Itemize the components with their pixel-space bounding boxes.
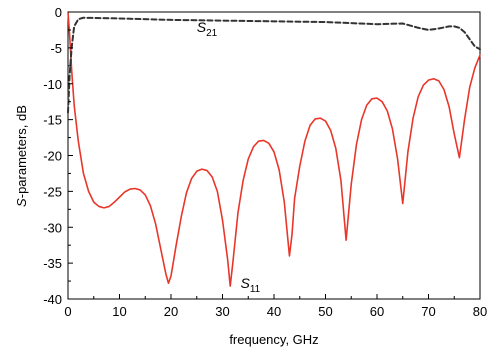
y-tick-label: -5: [50, 41, 62, 56]
x-tick-label: 60: [370, 304, 384, 319]
y-tick-label: -10: [43, 77, 62, 92]
y-tick-label: 0: [55, 5, 62, 20]
plot-frame: [67, 11, 481, 300]
annotation-s11: S11: [241, 275, 261, 295]
y-axis-label-rest: -parameters, dB: [14, 105, 29, 198]
x-tick-label: 10: [112, 304, 126, 319]
x-tick-label: 20: [164, 304, 178, 319]
x-tick-label: 80: [473, 304, 487, 319]
x-tick-label: 50: [318, 304, 332, 319]
series-layer: [67, 11, 481, 287]
series-line-s21: [67, 16, 481, 114]
y-tick-label: -15: [43, 113, 62, 128]
x-tick-label: 30: [215, 304, 229, 319]
x-axis-label: frequency, GHz: [229, 332, 318, 347]
y-axis: 0 -5 -10 -15 -20 -25 -30 -35 -40: [43, 5, 73, 307]
x-tick-label: 70: [421, 304, 435, 319]
annotation-layer: S21 S11: [197, 19, 261, 295]
y-tick-label: -30: [43, 220, 62, 235]
x-axis: 0 10 20 30 40 50 60 70 80: [64, 294, 487, 319]
y-axis-label: S-parameters, dB: [14, 105, 29, 207]
plot-area: S21 S11: [67, 11, 481, 300]
y-axis-label-italic: S: [14, 198, 29, 207]
annotation-s21: S21: [197, 19, 218, 39]
x-tick-label: 40: [267, 304, 281, 319]
x-tick-label: 0: [64, 304, 71, 319]
y-tick-label: -25: [43, 184, 62, 199]
y-tick-label: -20: [43, 149, 62, 164]
y-tick-label: -35: [43, 256, 62, 271]
y-tick-label: -40: [43, 292, 62, 307]
series-line-s11: [67, 11, 481, 287]
